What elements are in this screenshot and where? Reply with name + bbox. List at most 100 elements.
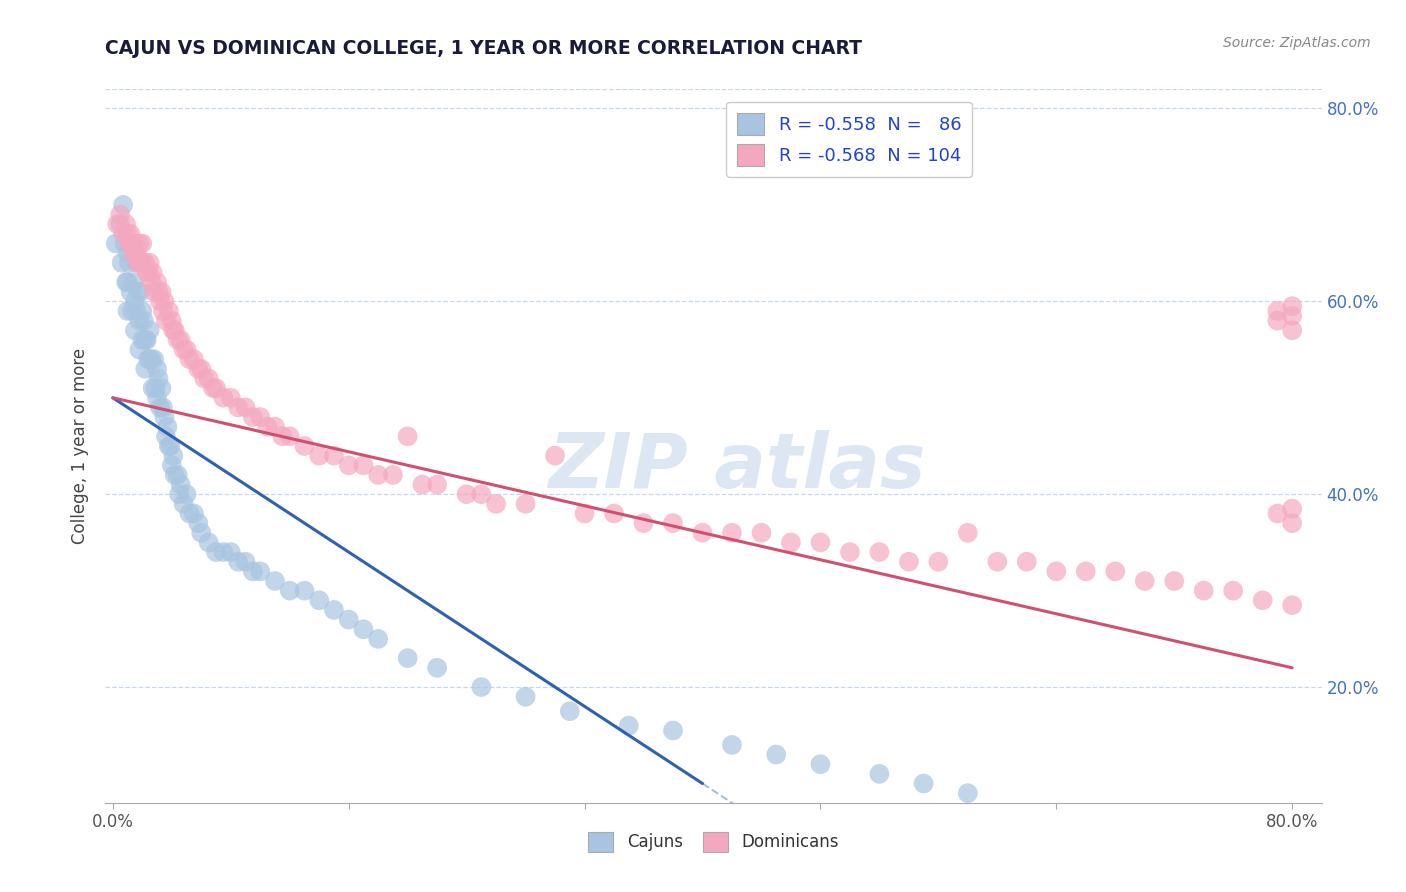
Point — [143, 285, 166, 299]
Point — [235, 555, 257, 569]
Point — [166, 467, 188, 482]
Point — [179, 507, 201, 521]
Point — [190, 362, 212, 376]
Point — [143, 352, 166, 367]
Point — [120, 285, 142, 299]
Point — [1267, 304, 1289, 318]
Legend: Cajuns, Dominicans: Cajuns, Dominicans — [582, 825, 845, 859]
Point — [810, 535, 832, 549]
Point — [264, 574, 287, 588]
Point — [1045, 565, 1067, 579]
Point — [1251, 593, 1274, 607]
Point — [153, 410, 176, 425]
Y-axis label: College, 1 year or more: College, 1 year or more — [72, 348, 90, 544]
Point — [173, 497, 195, 511]
Point — [1281, 299, 1303, 313]
Point — [249, 565, 271, 579]
Point — [134, 362, 156, 376]
Point — [278, 429, 301, 443]
Point — [1222, 583, 1244, 598]
Text: ZIP atlas: ZIP atlas — [550, 431, 927, 504]
Point — [897, 555, 920, 569]
Point — [912, 776, 935, 790]
Point — [155, 429, 177, 443]
Point — [162, 449, 184, 463]
Point — [138, 256, 160, 270]
Point — [112, 198, 135, 212]
Point — [226, 555, 249, 569]
Point — [190, 525, 212, 540]
Point — [150, 381, 173, 395]
Point — [456, 487, 478, 501]
Point — [159, 439, 181, 453]
Point — [124, 294, 146, 309]
Point — [986, 555, 1008, 569]
Point — [838, 545, 860, 559]
Point — [104, 236, 127, 251]
Point — [212, 545, 235, 559]
Point — [212, 391, 235, 405]
Point — [125, 246, 148, 260]
Point — [367, 467, 389, 482]
Point — [166, 333, 188, 347]
Point — [337, 613, 360, 627]
Point — [121, 236, 143, 251]
Point — [323, 449, 346, 463]
Point — [176, 343, 198, 357]
Point — [1104, 565, 1126, 579]
Point — [751, 525, 773, 540]
Point — [149, 401, 172, 415]
Point — [780, 535, 803, 549]
Point — [114, 236, 136, 251]
Point — [485, 497, 508, 511]
Point — [411, 477, 433, 491]
Point — [868, 767, 890, 781]
Point — [219, 391, 242, 405]
Point — [308, 593, 330, 607]
Point — [131, 304, 153, 318]
Point — [163, 323, 186, 337]
Point — [142, 265, 165, 279]
Point — [155, 313, 177, 327]
Point — [515, 690, 537, 704]
Point — [183, 352, 205, 367]
Point — [160, 458, 183, 473]
Point — [127, 256, 149, 270]
Point — [138, 323, 160, 337]
Point — [136, 265, 159, 279]
Point — [662, 516, 685, 530]
Point — [136, 352, 159, 367]
Point — [633, 516, 655, 530]
Point — [162, 323, 184, 337]
Point — [134, 256, 156, 270]
Point — [149, 294, 172, 309]
Point — [146, 275, 169, 289]
Point — [160, 313, 183, 327]
Point — [112, 227, 135, 241]
Point — [235, 401, 257, 415]
Point — [197, 535, 219, 549]
Point — [1267, 507, 1289, 521]
Point — [1133, 574, 1156, 588]
Point — [352, 458, 374, 473]
Point — [134, 333, 156, 347]
Point — [129, 285, 152, 299]
Point — [264, 419, 287, 434]
Point — [150, 285, 173, 299]
Point — [183, 507, 205, 521]
Point — [108, 208, 131, 222]
Point — [197, 371, 219, 385]
Point — [124, 323, 146, 337]
Point — [226, 401, 249, 415]
Point — [125, 256, 148, 270]
Point — [323, 603, 346, 617]
Point — [1163, 574, 1185, 588]
Point — [128, 343, 150, 357]
Point — [118, 256, 141, 270]
Point — [105, 217, 128, 231]
Point — [868, 545, 890, 559]
Point — [1281, 323, 1303, 337]
Point — [396, 651, 419, 665]
Point — [558, 704, 581, 718]
Point — [117, 246, 139, 260]
